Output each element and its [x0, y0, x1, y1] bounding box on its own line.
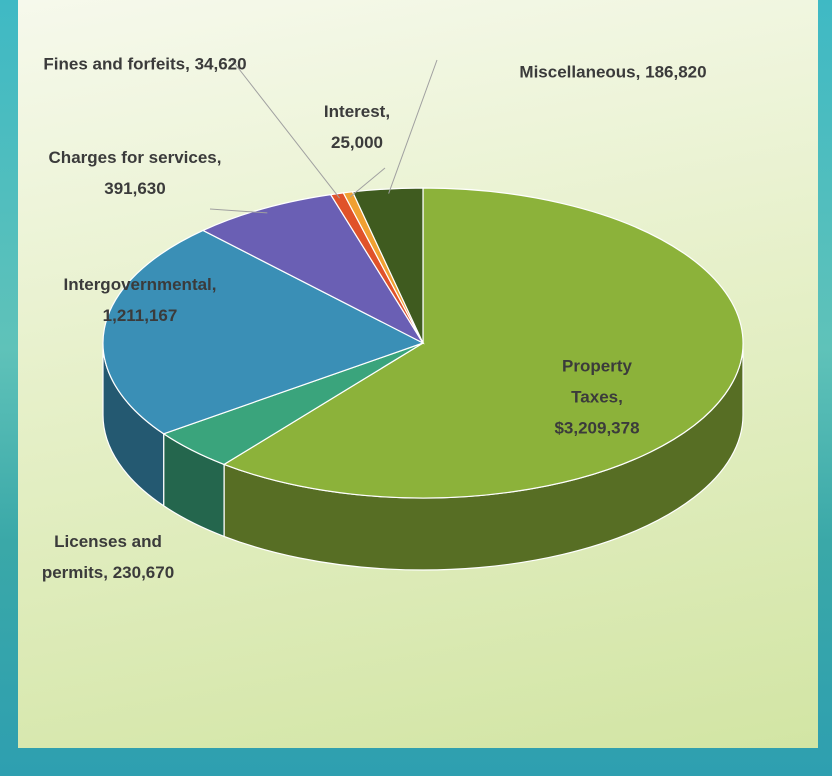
label-separator: , — [103, 563, 108, 582]
data-label: Property Taxes, $3,209,378 — [537, 351, 657, 444]
pie-slice — [351, 187, 424, 344]
leader-line — [349, 167, 386, 198]
label-separator: , — [618, 387, 623, 407]
data-label: Intergovernmental, 1,211,167 — [40, 269, 240, 331]
label-category: Property Taxes — [562, 356, 632, 407]
label-value: 25,000 — [331, 133, 383, 152]
label-value: 1,211,167 — [102, 306, 178, 325]
label-category: Fines and forfeits — [43, 54, 186, 74]
data-label: Charges for services, 391,630 — [43, 142, 228, 204]
label-separator: , — [385, 102, 391, 121]
data-label: Miscellaneous, 186,820 — [433, 57, 793, 88]
label-value: 186,820 — [645, 62, 707, 82]
data-label: Licenses and permits, 230,670 — [41, 526, 176, 588]
label-separator: , — [211, 275, 217, 294]
label-separator: , — [216, 148, 222, 167]
label-category: Charges for services — [48, 148, 217, 167]
pie-slice — [102, 229, 425, 435]
label-category: Interest — [323, 102, 386, 121]
data-label: Interest, 25,000 — [307, 96, 407, 158]
label-value: 391,630 — [104, 179, 166, 198]
leader-line — [388, 59, 438, 194]
label-separator: , — [635, 62, 641, 82]
label-value: $3,209,378 — [554, 418, 640, 438]
leader-line — [209, 208, 268, 214]
label-value: 230,670 — [112, 563, 175, 582]
pie-slice — [222, 187, 744, 499]
label-value: 34,620 — [194, 54, 247, 74]
label-category: Intergovernmental — [63, 275, 212, 294]
leader-line — [231, 59, 340, 199]
label-category: Miscellaneous — [519, 62, 636, 82]
data-label: Fines and forfeits, 34,620 — [40, 49, 250, 80]
label-category: Licenses and permits — [41, 532, 162, 582]
label-separator: , — [185, 54, 190, 74]
pie-slice — [201, 193, 425, 345]
